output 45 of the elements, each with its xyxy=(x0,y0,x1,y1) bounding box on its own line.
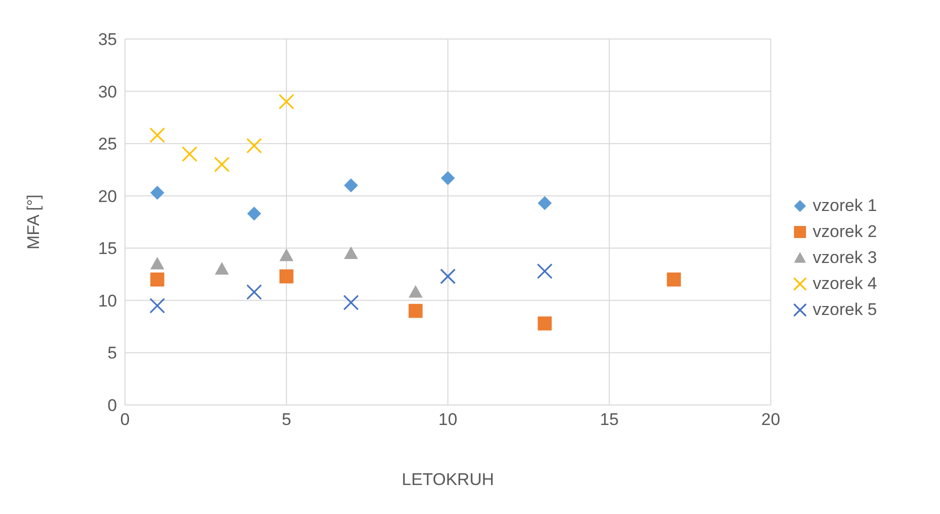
y-tick-label: 30 xyxy=(98,82,117,102)
point xyxy=(150,186,164,200)
point xyxy=(279,248,294,262)
x-tick-label: 5 xyxy=(282,410,292,430)
point xyxy=(538,196,552,210)
y-tick-label: 10 xyxy=(98,291,117,310)
point xyxy=(149,127,166,144)
point xyxy=(408,304,423,318)
legend-label: vzorek 4 xyxy=(812,274,877,294)
x-tick-label: 0 xyxy=(120,410,130,430)
point xyxy=(344,246,358,259)
point xyxy=(278,94,294,110)
point xyxy=(344,178,358,192)
point xyxy=(440,268,456,284)
x-tick-label: 10 xyxy=(438,410,458,430)
point xyxy=(214,156,230,172)
x-tick-label: 20 xyxy=(761,410,780,430)
point xyxy=(182,146,198,162)
y-tick-label: 15 xyxy=(98,239,117,258)
point xyxy=(538,316,552,330)
legend-label: vzorek 5 xyxy=(812,300,877,320)
legend-label: vzorek 2 xyxy=(812,222,877,242)
y-tick-label: 25 xyxy=(98,134,117,154)
point xyxy=(214,262,229,275)
y-tick-label: 0 xyxy=(108,396,117,416)
point xyxy=(150,256,164,270)
point xyxy=(149,298,166,314)
y-tick-label: 20 xyxy=(98,186,117,206)
point xyxy=(246,284,262,300)
point xyxy=(150,272,164,287)
legend-label: vzorek 3 xyxy=(812,248,877,268)
point xyxy=(343,294,359,310)
point xyxy=(247,206,262,221)
point xyxy=(279,269,294,284)
point xyxy=(440,171,455,186)
legend-label: vzorek 1 xyxy=(812,196,877,216)
y-tick-label: 35 xyxy=(98,30,117,50)
x-axis-title: LETOKRUH xyxy=(402,470,494,489)
point xyxy=(246,138,262,154)
point xyxy=(666,272,681,287)
y-axis-title: MFA [°] xyxy=(24,194,44,250)
x-tick-label: 15 xyxy=(600,410,619,430)
point xyxy=(408,285,423,298)
point xyxy=(536,263,553,279)
y-tick-label: 5 xyxy=(108,344,117,363)
